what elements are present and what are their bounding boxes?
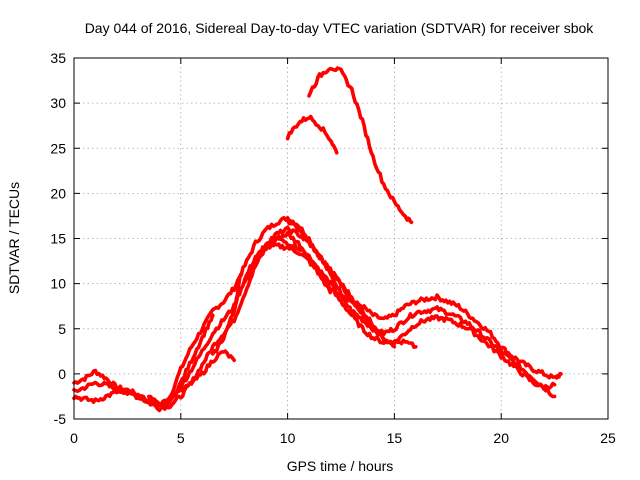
series-line-trace-5 <box>179 349 236 393</box>
series-group <box>72 66 563 413</box>
series-line-trace-1 <box>72 215 563 408</box>
x-axis: 0 5 10 15 20 25 <box>70 58 616 446</box>
series-line-trace-2 <box>72 230 557 413</box>
x-tick-label: 10 <box>280 430 296 446</box>
series-line-trace-10 <box>285 114 339 155</box>
series-line-trace-4 <box>147 313 215 408</box>
series-line-trace-8 <box>264 235 333 295</box>
x-axis-label: GPS time / hours <box>287 458 394 474</box>
series-line-trace-11 <box>307 66 414 225</box>
y-tick-label: 35 <box>50 50 66 66</box>
series-line-trace-3 <box>72 242 557 409</box>
y-axis-label: SDTVAR / TECUs <box>6 182 22 294</box>
y-tick-label: 15 <box>50 231 66 247</box>
series-line-trace-6 <box>211 272 243 356</box>
y-tick-label: 30 <box>50 95 66 111</box>
x-tick-label: 25 <box>600 430 616 446</box>
y-tick-label: 25 <box>50 140 66 156</box>
x-tick-label: 15 <box>387 430 403 446</box>
y-tick-label: 10 <box>50 276 66 292</box>
x-tick-label: 5 <box>177 430 185 446</box>
y-tick-label: 5 <box>58 321 66 337</box>
y-tick-label: 20 <box>50 185 66 201</box>
y-tick-label: 0 <box>58 366 66 382</box>
chart-title: Day 044 of 2016, Sidereal Day-to-day VTE… <box>85 20 595 36</box>
y-axis: -5 0 5 10 15 20 25 30 35 <box>50 50 608 427</box>
y-tick-label: -5 <box>54 411 67 427</box>
x-tick-label: 20 <box>493 430 509 446</box>
series-line-trace-9 <box>285 218 397 349</box>
x-tick-label: 0 <box>70 430 78 446</box>
